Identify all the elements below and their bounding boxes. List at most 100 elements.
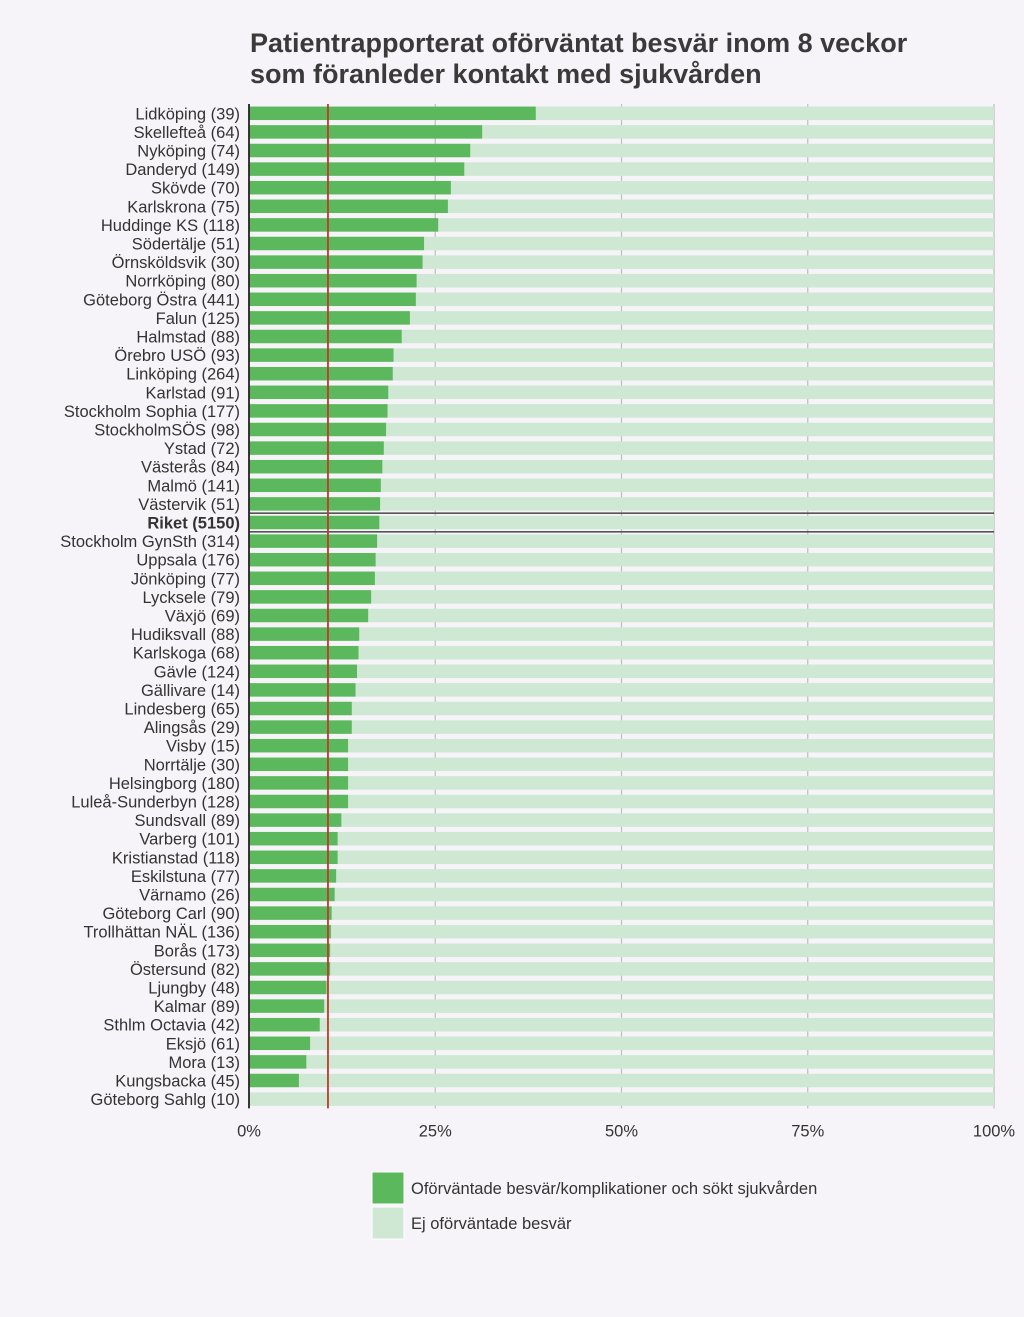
bar-remainder: [355, 683, 994, 697]
bar: [249, 980, 327, 995]
bar: [249, 162, 465, 176]
bar: [249, 645, 359, 660]
bar: [249, 329, 402, 344]
category-label: Lidköping (39): [135, 105, 240, 123]
bar-remainder: [416, 273, 994, 288]
category-label: Visby (15): [166, 738, 240, 756]
category-label: StockholmSÖS (98): [94, 422, 240, 440]
category-label: Linköping (264): [126, 366, 240, 384]
bar-remainder: [357, 664, 994, 679]
bar-remainder: [348, 776, 995, 790]
category-label: Kristianstad (118): [112, 849, 240, 867]
bar: [249, 831, 338, 846]
bar: [249, 255, 423, 269]
bar: [249, 869, 337, 883]
category-label: Norrtälje (30): [144, 756, 240, 774]
category-label: Karlskoga (68): [133, 645, 240, 663]
category-label: Helsingborg (180): [109, 775, 240, 793]
category-label: Halmstad (88): [136, 329, 240, 347]
bar: [249, 794, 349, 809]
x-tick-label: 75%: [791, 1122, 824, 1140]
bar: [249, 720, 352, 734]
bar-remainder: [298, 1073, 994, 1088]
bar: [249, 515, 380, 530]
bar-remainder: [348, 738, 995, 753]
legend-swatch: [371, 1206, 405, 1240]
bar: [249, 683, 356, 697]
category-label: Borås (173): [154, 942, 240, 960]
bar-remainder: [348, 794, 995, 809]
chart-title: Patientrapporterat oförväntat besvär ino…: [250, 28, 908, 89]
legend-label: Oförväntade besvär/komplikationer och sö…: [411, 1180, 817, 1198]
category-label: Östersund (82): [130, 961, 240, 979]
category-label: Västervik (51): [138, 496, 240, 514]
category-label: Stockholm GynSth (314): [60, 533, 240, 551]
category-label: Göteborg Sahlg (10): [90, 1091, 240, 1109]
bar-remainder: [401, 329, 995, 344]
bar: [249, 962, 331, 976]
category-label: Mora (13): [168, 1054, 240, 1072]
bar-remainder: [379, 515, 994, 530]
bar: [249, 813, 342, 827]
category-label: Kungsbacka (45): [115, 1073, 240, 1091]
bar-remainder: [438, 218, 995, 232]
legend-swatch: [371, 1171, 405, 1205]
bar-remainder: [358, 645, 994, 660]
bar: [249, 199, 448, 214]
bar: [249, 534, 378, 548]
bar: [249, 459, 383, 474]
category-label: Falun (125): [156, 310, 240, 328]
bar-remainder: [319, 1017, 994, 1032]
bar-remainder: [331, 906, 994, 920]
chart-title-line-2: som föranleder kontakt med sjukvården: [250, 59, 762, 89]
bar-remainder: [388, 385, 994, 400]
bar: [249, 404, 388, 418]
bar-remainder: [470, 143, 994, 158]
bar: [249, 999, 325, 1013]
bar-remainder: [424, 236, 994, 251]
category-label: Göteborg Östra (441): [83, 291, 240, 309]
bar-remainder: [334, 887, 994, 902]
bar-remainder: [351, 701, 994, 716]
legend-label: Ej oförväntade besvär: [411, 1215, 572, 1233]
bar-remainder: [336, 869, 994, 883]
bar: [249, 125, 483, 139]
bar-remainder: [326, 980, 995, 995]
bar: [249, 924, 331, 939]
bar-remainder: [380, 497, 994, 511]
bar: [249, 106, 536, 121]
category-label: Växjö (69): [165, 608, 240, 626]
bar: [249, 478, 381, 493]
bar: [249, 627, 360, 641]
legend: Oförväntade besvär/komplikationer och sö…: [371, 1171, 817, 1240]
bar: [249, 1017, 320, 1032]
bar: [249, 757, 349, 772]
category-labels: Lidköping (39)Skellefteå (64)Nyköping (7…: [60, 105, 240, 1109]
category-label: Göteborg Carl (90): [102, 905, 240, 923]
bar-remainder: [383, 441, 995, 455]
bar-remainder: [330, 943, 995, 958]
bar-remainder: [324, 999, 994, 1013]
bar: [249, 366, 393, 381]
bar-remainder: [422, 255, 995, 269]
category-label: Huddinge KS (118): [101, 217, 240, 235]
category-label: Ljungby (48): [148, 980, 240, 998]
category-label: Örebro USÖ (93): [114, 347, 240, 365]
category-label: Luleå-Sunderbyn (128): [71, 794, 240, 812]
category-label: Danderyd (149): [125, 161, 240, 179]
bar: [249, 590, 372, 604]
category-label: Riket (5150): [147, 515, 240, 533]
bar: [249, 664, 358, 679]
bar: [249, 385, 389, 400]
bar: [249, 1036, 311, 1051]
bar-remainder: [368, 608, 994, 623]
bar-remainder: [337, 850, 994, 865]
bar-remainder: [371, 590, 994, 604]
category-label: Gävle (124): [154, 663, 240, 681]
bars: [249, 106, 995, 1106]
bar-remainder: [249, 1092, 994, 1106]
x-axis-tick-labels: 0% 25% 50% 75% 100%: [237, 1122, 1015, 1140]
category-label: Trollhättan NÄL (136): [83, 924, 240, 942]
bar-remainder: [348, 757, 995, 772]
gridlines: [434, 104, 995, 1109]
